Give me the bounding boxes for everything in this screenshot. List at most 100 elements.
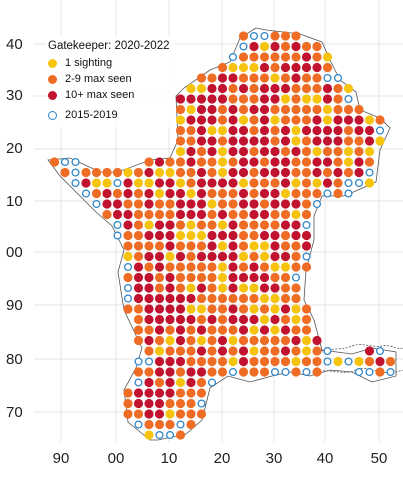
record-dot <box>249 94 259 104</box>
record-dot <box>270 62 280 73</box>
record-dot <box>175 314 186 325</box>
record-dot <box>133 178 144 188</box>
record-dot <box>165 220 175 230</box>
y-tick-label: 70 <box>6 404 23 421</box>
record-dot <box>238 199 249 209</box>
record-dot <box>333 356 343 367</box>
record-dot <box>270 167 280 178</box>
record-dot <box>165 304 175 314</box>
record-ring-2015-2019 <box>312 199 322 209</box>
record-dot <box>186 178 196 188</box>
record-dot <box>186 419 196 430</box>
record-dot <box>343 115 354 125</box>
record-dot <box>133 388 144 398</box>
record-dot <box>333 125 343 136</box>
record-dot <box>238 367 249 377</box>
record-dot <box>175 272 186 283</box>
record-dot <box>144 220 154 230</box>
record-dot <box>165 199 175 209</box>
record-dot <box>228 83 238 94</box>
record-dot <box>259 230 270 241</box>
record-dot <box>207 346 217 356</box>
record-dot <box>186 94 196 104</box>
record-dot <box>259 115 270 125</box>
record-ring-2015-2019 <box>291 273 301 282</box>
record-dot <box>354 136 364 146</box>
record-dot <box>280 293 291 304</box>
record-dot <box>228 73 238 83</box>
record-dot <box>228 293 238 304</box>
record-dot <box>123 220 133 230</box>
record-dot <box>270 241 280 251</box>
legend-item-10-plus-seen: 10+ max seen <box>48 87 169 103</box>
record-dot <box>301 346 312 356</box>
record-dot <box>312 52 322 62</box>
legend-label: 1 sighting <box>65 57 113 69</box>
record-dot <box>154 367 165 377</box>
record-dot <box>238 188 249 199</box>
record-dot <box>228 283 238 293</box>
record-dot <box>144 346 154 356</box>
record-dot <box>228 262 238 272</box>
record-dot <box>196 83 207 94</box>
record-dot <box>175 230 186 241</box>
record-dot <box>144 272 154 283</box>
record-dot <box>207 199 217 209</box>
record-dot <box>270 272 280 283</box>
record-dot <box>154 419 165 430</box>
record-dot <box>196 325 207 335</box>
record-dot <box>280 272 291 283</box>
record-dot <box>238 304 249 314</box>
record-dot <box>301 178 312 188</box>
record-dot <box>312 73 322 83</box>
record-dot <box>259 52 270 62</box>
record-ring-2015-2019 <box>134 378 143 387</box>
record-dot <box>154 167 165 178</box>
record-dot <box>186 230 196 241</box>
record-dot <box>270 31 280 41</box>
record-dot <box>165 335 175 346</box>
record-dot <box>301 199 312 209</box>
record-dot <box>154 199 165 209</box>
record-dot <box>375 115 385 125</box>
record-dot <box>291 178 301 188</box>
record-ring-2015-2019 <box>375 126 385 135</box>
record-dot <box>196 356 207 367</box>
legend-title: Gatekeeper: 2020-2022 <box>48 40 170 52</box>
record-dot <box>270 230 280 241</box>
record-dot <box>270 304 280 314</box>
record-dot <box>186 167 196 178</box>
record-dot <box>270 283 280 293</box>
record-dot <box>196 409 207 419</box>
record-dot <box>333 136 343 146</box>
record-dot <box>259 94 270 104</box>
record-dot <box>133 167 144 178</box>
record-dot <box>322 115 333 125</box>
record-dot <box>207 367 217 377</box>
record-dot <box>217 62 228 73</box>
record-dot <box>228 209 238 220</box>
record-dot <box>364 136 375 146</box>
record-dot <box>249 251 259 262</box>
record-dot <box>280 178 291 188</box>
record-dot <box>133 241 144 251</box>
record-dot <box>301 167 312 178</box>
record-dot <box>102 188 112 199</box>
record-dot <box>186 398 196 409</box>
record-dot <box>249 199 259 209</box>
record-dot <box>280 346 291 356</box>
record-ring-2015-2019 <box>386 367 395 377</box>
record-dot <box>123 230 133 241</box>
record-ring-2015-2019 <box>302 252 311 261</box>
record-dot <box>217 314 228 325</box>
record-dot <box>312 136 322 146</box>
record-ring-2015-2019 <box>354 178 364 188</box>
record-dot <box>186 157 196 167</box>
record-dot <box>291 230 301 241</box>
record-dot <box>123 388 133 398</box>
record-dot <box>154 356 165 367</box>
record-dot <box>217 335 228 346</box>
record-ring-2015-2019 <box>323 73 332 83</box>
record-dot <box>123 272 133 283</box>
record-dot <box>249 115 259 125</box>
